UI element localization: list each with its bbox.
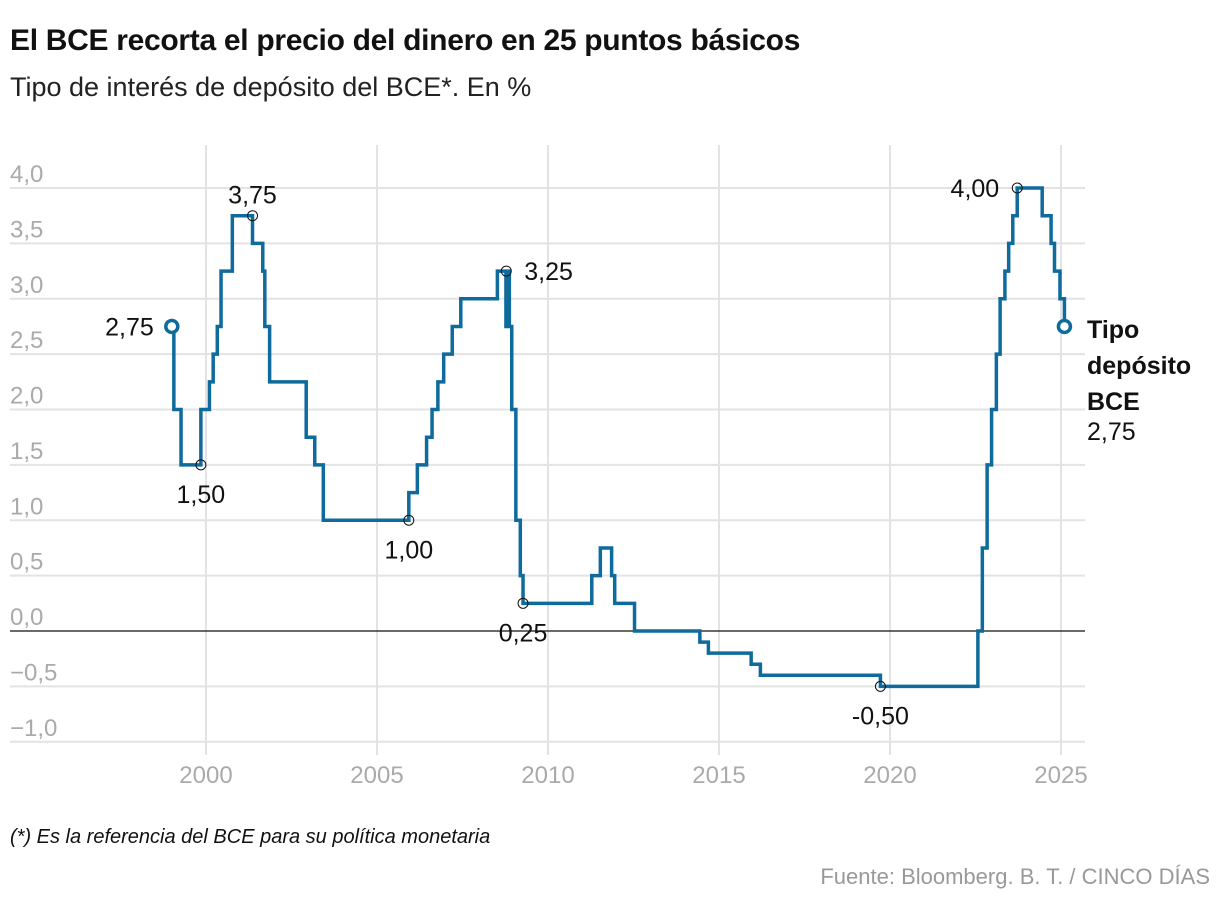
annotation-label: 4,00 (951, 175, 1000, 203)
annotation-marker (247, 210, 259, 222)
chart-title: El BCE recorta el precio del dinero en 2… (10, 24, 801, 57)
x-tick-label: 2010 (521, 762, 574, 789)
end-label-line: BCE (1087, 388, 1140, 416)
x-tick-label: 2020 (863, 762, 916, 789)
annotation-marker (874, 680, 886, 692)
y-tick-label: 1,5 (10, 438, 43, 465)
source-credit: Fuente: Bloomberg. B. T. / CINCO DÍAS (820, 864, 1210, 889)
y-tick-label: 0,0 (10, 604, 43, 631)
annotation-label: 1,00 (384, 536, 433, 564)
x-tick-label: 2000 (179, 762, 232, 789)
end-label-value: 2,75 (1087, 418, 1136, 446)
annotation-marker (1011, 182, 1023, 194)
y-tick-label: −1,0 (10, 715, 57, 742)
annotation-label: 3,25 (524, 258, 573, 286)
footnote: (*) Es la referencia del BCE para su pol… (10, 826, 491, 848)
y-tick-label: 1,0 (10, 493, 43, 520)
rate-step-line (171, 186, 1067, 689)
y-tick-label: 3,5 (10, 216, 43, 243)
annotation-marker (195, 459, 207, 471)
y-tick-label: 4,0 (10, 161, 43, 188)
annotation-marker (517, 597, 529, 609)
y-tick-label: 2,5 (10, 327, 43, 354)
annotation-label: 1,50 (177, 481, 226, 509)
annotation-label: 3,75 (228, 182, 277, 210)
end-label-line: depósito (1087, 352, 1191, 380)
annotation-marker (500, 265, 512, 277)
y-tick-label: 2,0 (10, 383, 43, 410)
y-tick-label: −0,5 (10, 659, 57, 686)
y-tick-label: 3,0 (10, 272, 43, 299)
end-label-line: Tipo (1087, 316, 1139, 344)
chart-subtitle: Tipo de interés de depósito del BCE*. En… (10, 72, 532, 102)
annotation-label: 0,25 (499, 619, 548, 647)
x-tick-label: 2025 (1034, 762, 1087, 789)
y-tick-label: 0,5 (10, 549, 43, 576)
end-point-marker (1056, 318, 1073, 335)
start-point-marker (164, 318, 180, 335)
x-tick-label: 2005 (350, 762, 403, 789)
annotation-label: -0,50 (852, 702, 909, 730)
x-tick-label: 2015 (692, 762, 745, 789)
annotation-label: 2,75 (105, 313, 154, 341)
annotation-marker (403, 514, 415, 526)
